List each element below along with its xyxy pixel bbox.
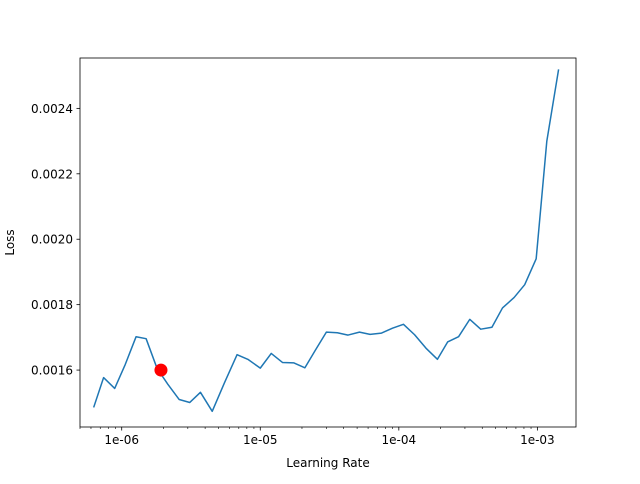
plot-frame bbox=[79, 57, 577, 428]
loss-series-line bbox=[92, 69, 560, 413]
y-tick-label: 0.0016 bbox=[31, 364, 73, 378]
suggested-lr-marker bbox=[154, 363, 168, 377]
y-tick-label: 0.0018 bbox=[31, 298, 73, 312]
x-axis-label: Learning Rate bbox=[286, 456, 369, 470]
x-tick-label: 1e-03 bbox=[520, 433, 555, 447]
x-tick-label: 1e-05 bbox=[243, 433, 278, 447]
x-tick-label: 1e-06 bbox=[104, 433, 139, 447]
x-axis-ticks: 1e-06 1e-05 1e-04 1e-03 bbox=[104, 427, 555, 447]
markers bbox=[154, 363, 168, 377]
y-tick-label: 0.0022 bbox=[31, 167, 73, 181]
y-axis-label: Loss bbox=[3, 229, 17, 255]
y-tick-label: 0.0020 bbox=[31, 233, 73, 247]
plot-area bbox=[80, 58, 576, 427]
y-axis-ticks: 0.0016 0.0018 0.0020 0.0022 0.0024 bbox=[31, 102, 80, 378]
y-tick-label: 0.0024 bbox=[31, 102, 73, 116]
x-tick-label: 1e-04 bbox=[382, 433, 417, 447]
